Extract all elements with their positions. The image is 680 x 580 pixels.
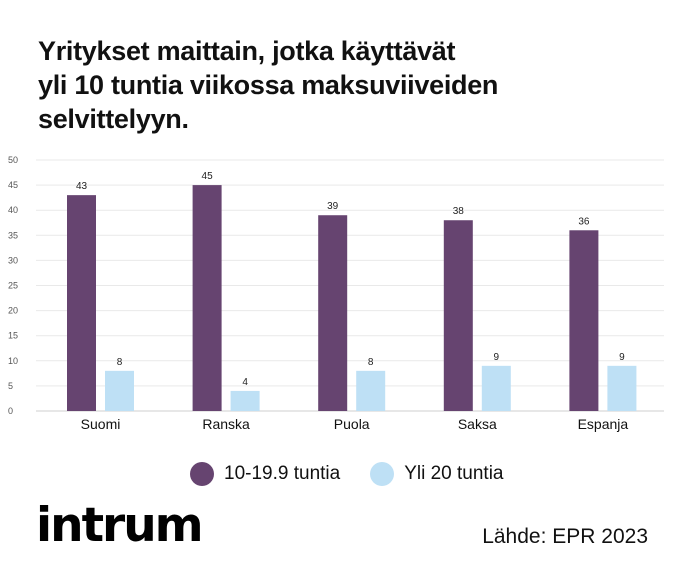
chart-title: Yritykset maittain, jotka käyttävät yli … <box>38 34 658 136</box>
y-tick-label: 25 <box>8 281 18 291</box>
legend-item-series-2: Yli 20 tuntia <box>370 462 504 486</box>
bar <box>230 390 260 411</box>
x-tick-label: Puola <box>334 416 370 432</box>
bar-chart: 0 5 10 15 20 25 30 35 40 45 50 43 8 Suomi 45 4 Ranska 39 8… <box>8 155 664 432</box>
y-tick-label: 5 <box>8 381 13 391</box>
bar <box>67 195 96 411</box>
data-label: 8 <box>368 357 374 368</box>
y-tick-label: 30 <box>8 255 18 265</box>
data-label: 4 <box>242 377 248 388</box>
bar <box>105 370 134 411</box>
title-line-1: Yritykset maittain, jotka käyttävät <box>38 36 456 66</box>
data-label: 36 <box>578 216 590 227</box>
bar <box>443 220 473 411</box>
data-label: 9 <box>619 352 625 363</box>
y-tick-label: 20 <box>8 306 18 316</box>
source-note: Lähde: EPR 2023 <box>482 525 648 548</box>
y-tick-label: 40 <box>8 205 18 215</box>
bar <box>481 365 511 411</box>
data-label: 39 <box>327 201 339 212</box>
legend-swatch-series-1 <box>190 462 214 486</box>
data-label: 9 <box>494 352 500 363</box>
legend-label-series-1: 10-19.9 tuntia <box>224 463 341 484</box>
legend-swatch-series-2 <box>370 462 395 486</box>
data-label: 38 <box>453 206 465 217</box>
bar <box>356 370 386 411</box>
intrum-logo: intrum <box>36 498 204 553</box>
legend: 10-19.9 tuntia Yli 20 tuntia <box>190 462 534 486</box>
data-label: 45 <box>202 171 214 182</box>
y-tick-label: 0 <box>8 406 13 416</box>
legend-item-series-1: 10-19.9 tuntia <box>190 462 340 486</box>
data-label: 8 <box>117 357 123 368</box>
y-tick-label: 15 <box>8 331 18 341</box>
bar <box>607 365 637 411</box>
y-tick-label: 35 <box>8 230 18 240</box>
bar <box>569 230 599 411</box>
bar <box>192 185 222 411</box>
y-tick-label: 45 <box>8 180 18 190</box>
y-tick-label: 50 <box>8 155 18 165</box>
legend-label-series-2: Yli 20 tuntia <box>404 463 504 484</box>
x-tick-label: Espanja <box>578 416 629 432</box>
x-tick-label: Ranska <box>202 416 250 432</box>
title-line-2: yli 10 tuntia viikossa maksuviiveiden <box>38 70 499 100</box>
x-tick-label: Suomi <box>81 416 121 432</box>
title-line-3: selvittelyyn. <box>38 104 189 134</box>
y-tick-label: 10 <box>8 356 18 366</box>
bar <box>318 215 348 411</box>
x-tick-label: Saksa <box>458 416 497 432</box>
data-label: 43 <box>76 181 88 192</box>
